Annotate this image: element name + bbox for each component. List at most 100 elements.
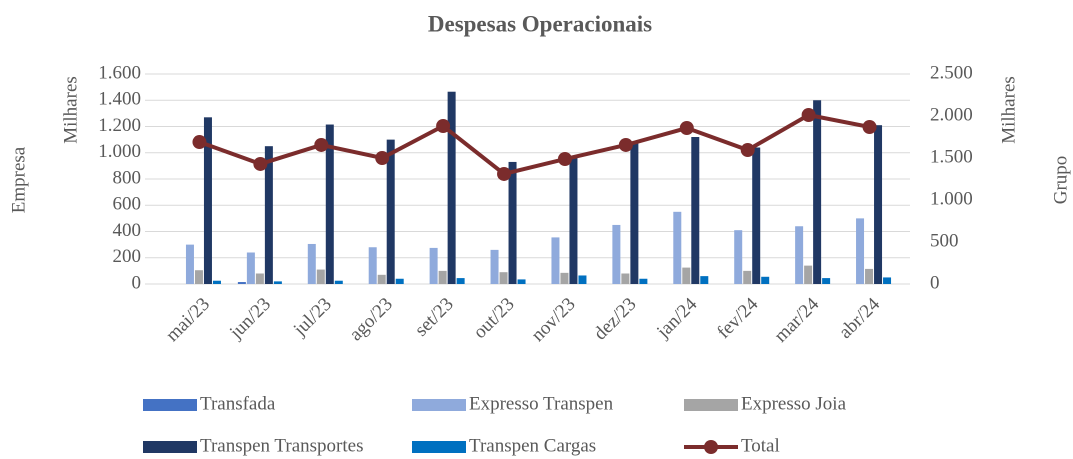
bar	[316, 269, 325, 284]
legend-label: Expresso Transpen	[469, 393, 614, 414]
x-tick-label: jul/23	[289, 294, 336, 341]
x-tick-label: mai/23	[162, 294, 214, 346]
legend-label: Transpen Cargas	[469, 435, 596, 456]
bar	[630, 142, 639, 284]
bar	[334, 280, 343, 284]
bar	[761, 276, 770, 284]
bar	[621, 273, 630, 284]
bar	[673, 211, 682, 284]
bar	[429, 247, 438, 284]
legend-swatch	[412, 441, 466, 453]
line-point	[253, 156, 268, 171]
bar	[752, 147, 761, 284]
legend-swatch	[143, 441, 197, 453]
x-tick-label: mar/24	[770, 293, 823, 346]
bar	[865, 268, 874, 284]
y2-tick-label: 0	[930, 272, 940, 293]
bar	[386, 139, 395, 284]
bar	[560, 272, 569, 284]
bar	[438, 270, 447, 284]
bar	[395, 278, 404, 284]
x-tick-label: ago/23	[345, 294, 396, 345]
bar	[255, 273, 264, 284]
legend-label: Transpen Transportes	[200, 435, 363, 456]
bar	[682, 267, 691, 284]
bar	[578, 275, 587, 284]
x-tick-label: jun/23	[225, 294, 275, 344]
y-tick-label: 0	[132, 272, 142, 293]
line-point	[679, 121, 694, 136]
y2-tick-label: 1.500	[930, 146, 973, 167]
bar	[612, 224, 621, 284]
y-axis-label: Empresa	[8, 146, 29, 213]
line-point	[557, 152, 572, 167]
bar	[856, 218, 865, 284]
bar	[212, 280, 221, 284]
line-point	[497, 166, 512, 181]
bar	[883, 277, 892, 284]
bar	[456, 278, 465, 284]
bar	[377, 274, 386, 284]
y-tick-label: 200	[113, 246, 142, 267]
bar	[490, 249, 499, 284]
bar	[368, 247, 377, 284]
bar	[508, 161, 517, 284]
bar	[307, 243, 316, 284]
x-tick-label: abr/24	[835, 293, 885, 343]
y2-axis-unit: Milhares	[998, 76, 1019, 144]
legend-swatch	[684, 399, 738, 411]
y-tick-label: 1.200	[98, 115, 141, 136]
x-tick-label: out/23	[469, 294, 518, 343]
line-point	[862, 120, 877, 135]
x-tick-label: fev/24	[713, 293, 763, 343]
legend-swatch	[704, 440, 718, 454]
bar	[185, 244, 194, 284]
y-tick-label: 1.000	[98, 141, 141, 162]
bar	[273, 281, 282, 284]
bar	[743, 270, 752, 284]
line	[198, 112, 870, 177]
bar	[734, 230, 743, 284]
bar	[499, 272, 508, 284]
bar	[325, 124, 334, 284]
bar	[700, 276, 709, 284]
x-tick-label: dez/23	[590, 294, 641, 345]
legend-label: Expresso Joia	[741, 393, 847, 414]
y-tick-label: 800	[113, 167, 142, 188]
bar	[795, 226, 804, 284]
y-tick-label: 1.400	[98, 89, 141, 110]
legend-label: Transfada	[200, 393, 276, 414]
y2-axis-label: Grupo	[1050, 156, 1071, 205]
bar	[874, 125, 883, 284]
x-tick-label: nov/23	[527, 294, 579, 346]
line-point	[740, 143, 755, 158]
line-point	[192, 135, 207, 150]
bar	[264, 146, 273, 284]
y2-tick-label: 500	[930, 230, 959, 251]
bar	[804, 265, 813, 284]
chart-title: Despesas Operacionais	[428, 11, 652, 36]
y2-tick-label: 1.000	[930, 188, 973, 209]
bar	[691, 137, 700, 284]
bar	[237, 282, 246, 284]
bar	[822, 278, 831, 284]
y-tick-label: 400	[113, 220, 142, 241]
y-axis-unit: Milhares	[60, 76, 81, 144]
bar	[551, 237, 560, 284]
y-tick-label: 600	[113, 194, 142, 215]
line-point	[618, 137, 633, 152]
line-point	[314, 137, 329, 152]
x-tick-label: jan/24	[652, 293, 701, 342]
bar	[246, 252, 255, 284]
line-point	[436, 118, 451, 133]
line-point	[801, 107, 816, 122]
legend-label: Total	[741, 435, 780, 456]
bar	[203, 117, 212, 284]
bar	[517, 279, 526, 284]
x-tick-label: set/23	[411, 294, 458, 341]
bar	[639, 278, 648, 284]
legend-swatch	[143, 399, 197, 411]
bar	[194, 270, 203, 284]
y2-tick-label: 2.000	[930, 104, 973, 125]
